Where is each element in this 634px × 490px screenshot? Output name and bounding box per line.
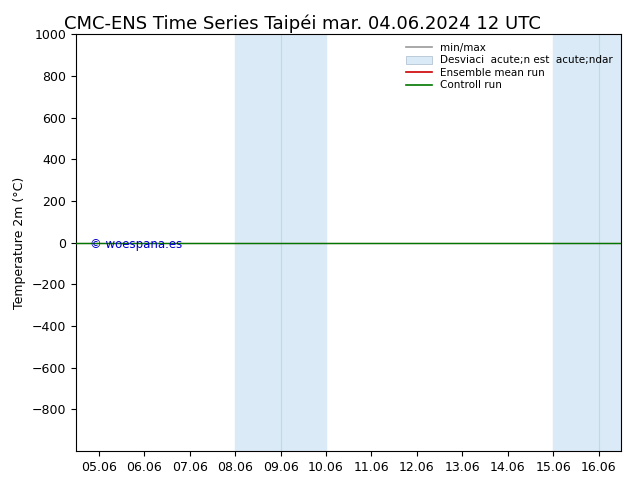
Text: mar. 04.06.2024 12 UTC: mar. 04.06.2024 12 UTC <box>321 15 541 33</box>
Y-axis label: Temperature 2m (°C): Temperature 2m (°C) <box>13 176 26 309</box>
Bar <box>553 34 621 451</box>
Legend: min/max, Desviaci  acute;n est  acute;ndar, Ensemble mean run, Controll run: min/max, Desviaci acute;n est acute;ndar… <box>403 40 616 94</box>
Text: CMC-ENS Time Series Taipéi: CMC-ENS Time Series Taipéi <box>64 15 316 33</box>
Bar <box>235 34 326 451</box>
Text: © woespana.es: © woespana.es <box>90 238 182 251</box>
